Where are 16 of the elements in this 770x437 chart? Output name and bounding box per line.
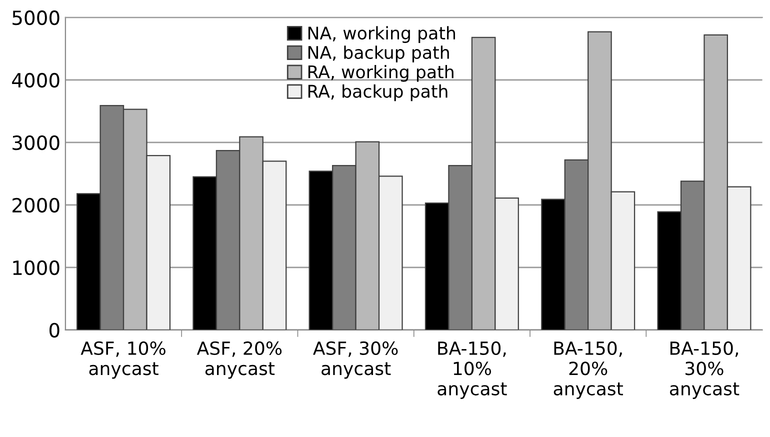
- y-tick-label: 0: [50, 322, 60, 338]
- x-tick-label: ASF, 10% anycast: [80, 341, 166, 379]
- x-tick-label: BA-150, 30% anycast: [670, 341, 740, 399]
- legend-label: RA, backup path: [308, 84, 448, 102]
- y-tick-label: 2000: [12, 198, 60, 213]
- y-tick-label: 3000: [12, 135, 60, 150]
- legend-label: NA, backup path: [308, 46, 449, 62]
- x-tick-label: BA-150, 20% anycast: [554, 341, 623, 399]
- x-tick-label: ASF, 20% anycast: [196, 341, 282, 379]
- y-tick-label: 1000: [13, 260, 60, 276]
- y-tick-label: 5000: [12, 10, 60, 26]
- y-tick-label: 4000: [12, 72, 60, 88]
- x-tick-label: BA-150, 10% anycast: [438, 341, 507, 399]
- legend-label: NA, working path: [308, 26, 456, 43]
- legend-label: RA, working path: [308, 64, 454, 82]
- x-tick-label: ASF, 30% anycast: [313, 341, 398, 379]
